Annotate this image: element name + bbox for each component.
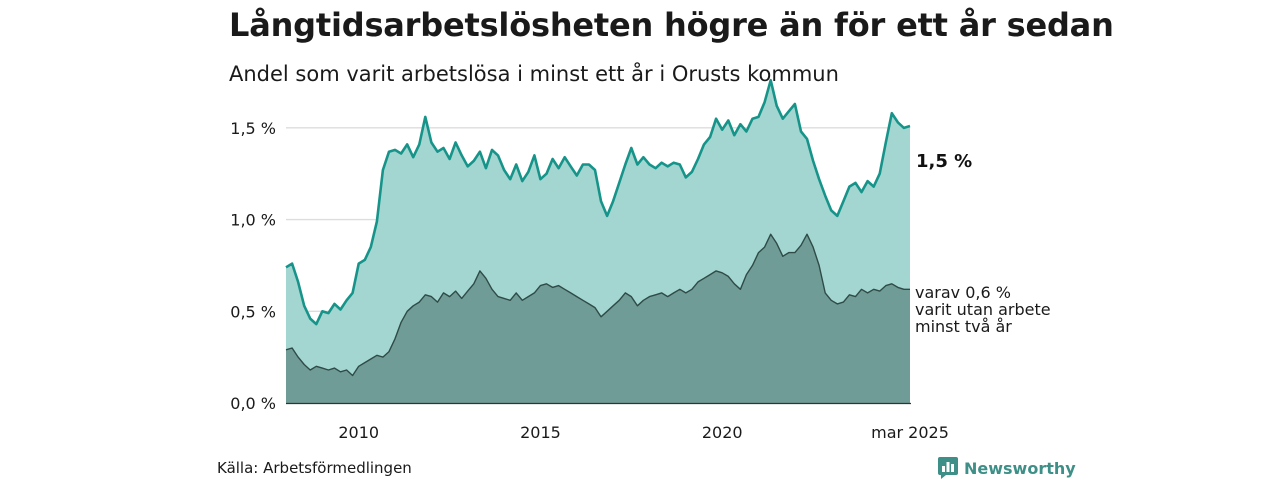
y-tick-label-0: 0,0 % bbox=[230, 394, 276, 413]
direct-labels: 1,5 % varav 0,6 % varit utan arbete mins… bbox=[915, 151, 1051, 336]
latest-value-label: 1,5 % bbox=[916, 151, 972, 172]
x-axis-tick-labels: 2010 2015 2020 mar 2025 bbox=[338, 423, 949, 442]
series-line-two-year bbox=[285, 233, 910, 377]
sub-series-label-line-1: varav 0,6 % bbox=[915, 283, 1011, 302]
series-areas bbox=[285, 78, 911, 403]
newsworthy-logo-icon bbox=[938, 457, 958, 479]
chart-subtitle: Andel som varit arbetslösa i minst ett å… bbox=[229, 62, 839, 86]
brand-name: Newsworthy bbox=[964, 458, 1076, 478]
sub-series-label-line-2: varit utan arbete bbox=[915, 300, 1051, 319]
y-tick-label-3: 1,5 % bbox=[230, 119, 276, 138]
x-tick-label-3: mar 2025 bbox=[871, 423, 949, 442]
x-tick-label-2: 2020 bbox=[702, 423, 743, 442]
brand-logo[interactable]: Newsworthy bbox=[938, 457, 1076, 479]
y-tick-label-2: 1,0 % bbox=[230, 211, 276, 230]
sub-series-label-line-3: minst två år bbox=[915, 317, 1012, 336]
series-area-two-year bbox=[286, 234, 910, 403]
chart-title: Långtidsarbetslösheten högre än för ett … bbox=[229, 6, 1114, 44]
series-line-total bbox=[285, 78, 911, 326]
y-tick-label-1: 0,5 % bbox=[230, 302, 276, 321]
x-tick-label-0: 2010 bbox=[338, 423, 379, 442]
source-note: Källa: Arbetsförmedlingen bbox=[217, 459, 412, 477]
x-tick-label-1: 2015 bbox=[520, 423, 561, 442]
y-axis-tick-labels: 0,0 % 0,5 % 1,0 % 1,5 % bbox=[230, 119, 276, 413]
